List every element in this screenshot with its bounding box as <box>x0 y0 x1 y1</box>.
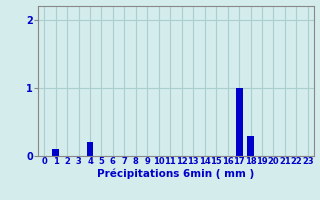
X-axis label: Précipitations 6min ( mm ): Précipitations 6min ( mm ) <box>97 168 255 179</box>
Bar <box>86 142 93 156</box>
Bar <box>247 136 254 156</box>
Bar <box>236 88 243 156</box>
Bar <box>52 149 59 156</box>
